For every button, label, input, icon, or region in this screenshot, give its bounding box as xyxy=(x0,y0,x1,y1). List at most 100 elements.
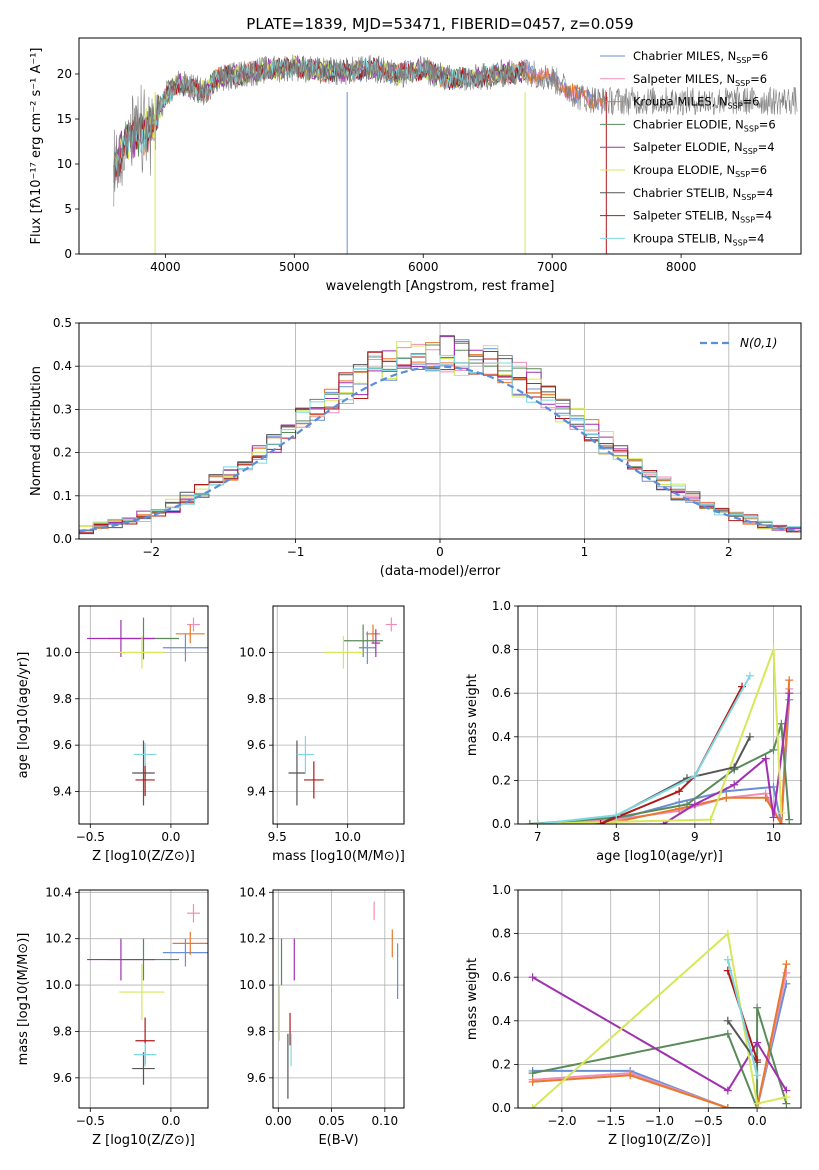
y-tick-label: 0.2 xyxy=(492,1057,511,1071)
legend-value: =6 xyxy=(750,163,767,177)
plot-area xyxy=(278,901,399,1099)
x-tick-label: 7 xyxy=(534,830,542,844)
axes-frame xyxy=(272,889,405,1109)
series-marker xyxy=(525,820,534,824)
y-tick-label: 10 xyxy=(57,157,72,171)
y-tick-label: 10.0 xyxy=(239,978,266,992)
y-tick-label: 1.0 xyxy=(492,599,511,613)
series-line xyxy=(532,976,788,1092)
x-tick-label: −0.5 xyxy=(76,1114,105,1128)
x-tick-label: −1 xyxy=(287,545,305,559)
x-tick-label: 4000 xyxy=(150,260,181,274)
x-tick-label: 0.00 xyxy=(265,1114,292,1128)
axes-frame xyxy=(517,889,802,1109)
series-marker xyxy=(753,1071,762,1080)
x-tick-label: 0 xyxy=(436,545,444,559)
series-marker xyxy=(528,1069,537,1078)
normal-curve xyxy=(79,365,801,533)
series-marker xyxy=(626,1071,635,1080)
series-marker xyxy=(761,793,770,802)
series-marker xyxy=(723,955,732,964)
series-marker xyxy=(753,1038,762,1047)
series-marker xyxy=(730,763,739,772)
plot-area xyxy=(87,903,208,1085)
plot-area xyxy=(528,929,791,1108)
x-tick-label: 6000 xyxy=(408,260,439,274)
series-marker xyxy=(753,1099,762,1108)
legend-value: =6 xyxy=(751,49,768,63)
axes-frame xyxy=(78,889,209,1109)
y-tick-label: 10.4 xyxy=(239,885,266,899)
legend-label: Kroupa MILES, NSSP=6 xyxy=(633,95,759,111)
plot-area xyxy=(525,645,794,824)
spectrum-panel: 4000 5000 6000 7000 8000 0 5 10 15 20 wavelength [… xyxy=(29,37,802,294)
y-tick-label: 0.0 xyxy=(492,1101,511,1115)
series-marker xyxy=(753,1056,762,1065)
x-tick-label: 1 xyxy=(581,545,589,559)
y-tick-label: 9.8 xyxy=(53,692,72,706)
y-tick-label: 9.8 xyxy=(53,1024,72,1038)
axes-frame xyxy=(517,605,802,825)
series-marker xyxy=(723,1016,732,1025)
y-tick-label: 0.0 xyxy=(492,817,511,831)
x-tick-label: −0.5 xyxy=(694,1114,723,1128)
series-marker xyxy=(785,676,794,685)
y-tick-label: 0.6 xyxy=(492,686,511,700)
series-marker xyxy=(777,719,786,728)
x-tick-label: −1.0 xyxy=(645,1114,674,1128)
legend-value: =4 xyxy=(748,231,765,245)
axes-frame xyxy=(78,322,802,540)
series-marker xyxy=(612,811,621,820)
x-axis-label: mass [log10(M/M⊙)] xyxy=(272,849,405,864)
series-marker xyxy=(769,813,778,822)
axes-frame xyxy=(272,605,405,825)
y-axis-label: mass [log10(M/M⊙)] xyxy=(16,933,31,1066)
x-tick-label: 10.0 xyxy=(334,830,361,844)
series-marker xyxy=(722,793,731,802)
legend-value: =6 xyxy=(750,72,767,86)
y-tick-label: 9.4 xyxy=(53,785,72,799)
y-tick-label: 0 xyxy=(64,247,72,261)
x-tick-label: 10 xyxy=(766,830,781,844)
y-tick-label: 9.6 xyxy=(247,738,266,752)
legend-subscript: SSP xyxy=(735,170,750,179)
x-tick-label: 0.05 xyxy=(318,1114,345,1128)
x-axis-label: Z [log10(Z/Z⊙)] xyxy=(92,1133,195,1148)
y-tick-label: 0.4 xyxy=(492,1014,511,1028)
series-marker xyxy=(785,815,794,824)
y-tick-label: 9.8 xyxy=(247,1024,266,1038)
mass-weight-vs-metallicity-panel: −2.0 −1.5 −1.0 −0.5 0.0 0.0 0.2 0.4 0.6 0.8 1.0 Z [… xyxy=(465,883,802,1148)
series-marker xyxy=(769,645,778,654)
x-axis-label: age [log10(age/yr)] xyxy=(596,849,723,864)
mass-weight-vs-age-panel: 7 8 9 10 0.0 0.2 0.4 0.6 0.8 1.0 age [log10(age/yr… xyxy=(465,599,802,864)
plot-area xyxy=(113,54,798,254)
legend-value: =6 xyxy=(743,95,760,109)
y-tick-label: 9.6 xyxy=(247,1071,266,1085)
series-marker xyxy=(596,820,605,824)
observed-spectrum-line xyxy=(113,54,798,207)
legend-subscript: SSP xyxy=(735,79,750,88)
legend-label: Chabrier ELODIE, NSSP=6 xyxy=(633,117,776,133)
y-tick-label: 10.0 xyxy=(45,978,72,992)
plot-area xyxy=(288,617,397,806)
series-marker xyxy=(528,1104,537,1108)
y-axis-label: age [log10(age/yr)] xyxy=(16,652,31,779)
legend-value: =4 xyxy=(756,186,773,200)
series-marker xyxy=(745,671,754,680)
y-tick-label: 9.6 xyxy=(53,1071,72,1085)
axes-frame xyxy=(78,605,209,825)
y-tick-label: 10.4 xyxy=(45,885,72,899)
x-tick-label: 9.5 xyxy=(268,830,287,844)
series-marker xyxy=(675,787,684,796)
mass-vs-ebv-panel: 0.00 0.05 0.10 9.6 9.8 10.0 10.2 10.4 E(B-V) xyxy=(239,885,405,1148)
y-tick-label: 0.8 xyxy=(492,927,511,941)
y-tick-label: 0.6 xyxy=(492,970,511,984)
y-tick-label: 9.6 xyxy=(53,738,72,752)
series-marker xyxy=(730,780,739,789)
legend-value: =4 xyxy=(758,140,775,154)
y-tick-label: 20 xyxy=(57,67,72,81)
series-marker xyxy=(745,732,754,741)
series-marker xyxy=(769,745,778,754)
y-tick-label: 0.4 xyxy=(492,730,511,744)
